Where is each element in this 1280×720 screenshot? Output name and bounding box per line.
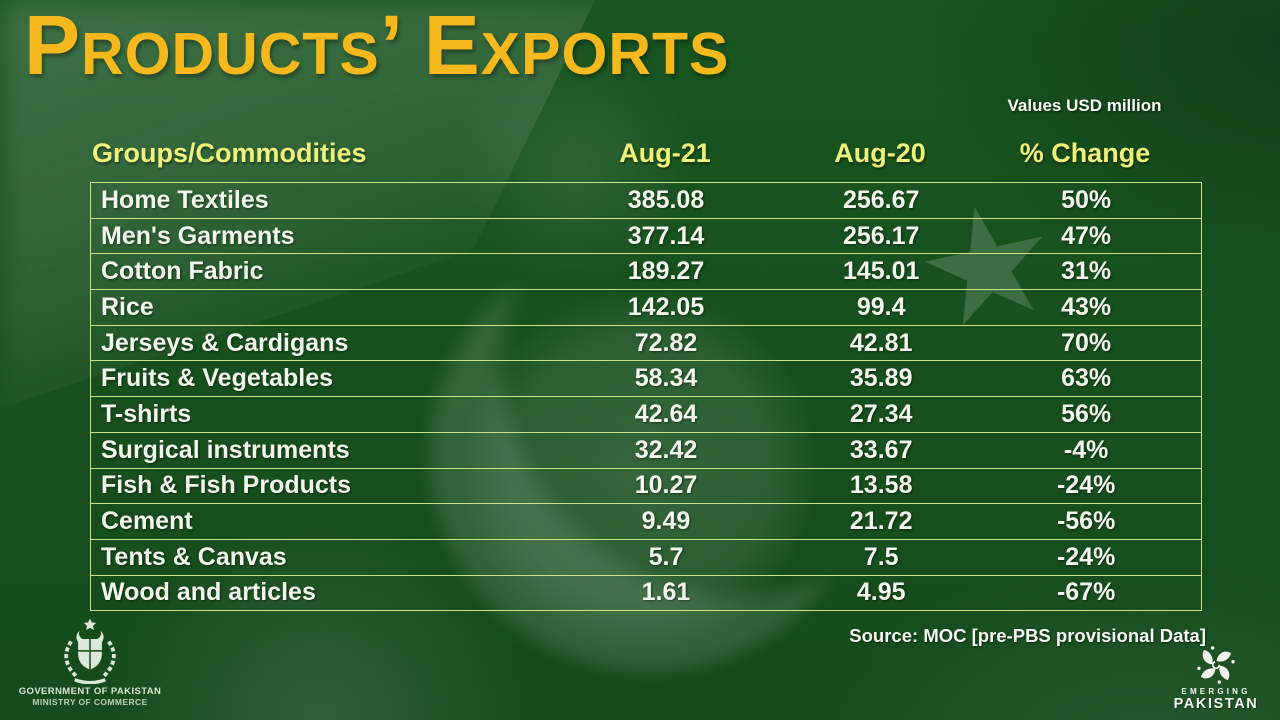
aug20-value-cell: 256.17 — [842, 221, 920, 250]
percent-change-cell: 70% — [1061, 328, 1112, 357]
aug21-value-cell: 377.14 — [627, 221, 705, 250]
aug21-value-cell: 1.61 — [641, 578, 691, 607]
percent-change-cell: 31% — [1061, 257, 1112, 286]
column-header-aug21: Aug-21 — [619, 138, 711, 168]
commodity-cell: Cement — [101, 507, 193, 536]
table-row: Cotton Fabric 189.27 145.01 31% — [90, 253, 1202, 290]
table-row: Surgical instruments 32.42 33.67 -4% — [90, 432, 1202, 468]
percent-change-cell: -56% — [1056, 507, 1116, 536]
aug21-value-cell: 32.42 — [634, 435, 698, 464]
commodity-cell: Surgical instruments — [101, 435, 350, 464]
column-header-percent-change: % Change — [1019, 138, 1151, 168]
emerging-pakistan-logo-icon — [1197, 646, 1235, 684]
commodity-cell: Tents & Canvas — [101, 542, 287, 571]
emerging-label: EMERGING — [1181, 687, 1251, 696]
exports-table: Home Textiles 385.08 256.67 50% Men's Garmen… — [90, 182, 1202, 612]
commodity-cell: Jerseys & Cardigans — [101, 328, 349, 357]
aug20-value-cell: 27.34 — [849, 399, 913, 428]
aug20-value-cell: 4.95 — [856, 578, 906, 607]
aug21-value-cell: 58.34 — [634, 364, 698, 393]
percent-change-cell: 63% — [1061, 364, 1112, 393]
aug21-value-cell: 5.7 — [648, 542, 684, 571]
percent-change-cell: -67% — [1056, 578, 1116, 607]
table-row: Rice 142.05 99.4 43% — [90, 289, 1202, 326]
table-row: T-shirts 42.64 27.34 56% — [90, 396, 1202, 433]
government-of-pakistan-label: GOVERNMENT OF PAKISTAN — [18, 686, 162, 697]
aug20-value-cell: 35.89 — [849, 364, 913, 393]
aug21-value-cell: 72.82 — [634, 328, 698, 357]
pakistan-label: PAKISTAN — [1173, 696, 1259, 712]
commodity-cell: Home Textiles — [101, 185, 269, 214]
exports-table-body: Home Textiles 385.08 256.67 50% Men's Garmen… — [90, 182, 1202, 611]
commodity-cell: Fish & Fish Products — [101, 471, 352, 500]
aug21-value-cell: 142.05 — [627, 292, 705, 321]
emerging-pakistan-footer: EMERGING PAKISTAN — [1166, 644, 1266, 712]
table-row: Tents & Canvas 5.7 7.5 -24% — [90, 539, 1202, 576]
commodity-cell: Wood and articles — [101, 578, 316, 607]
commodity-cell: Cotton Fabric — [101, 257, 264, 286]
commodity-cell: T-shirts — [101, 399, 192, 428]
percent-change-cell: -24% — [1056, 542, 1116, 571]
aug20-value-cell: 256.67 — [842, 185, 920, 214]
government-footer: GOVERNMENT OF PAKISTAN MINISTRY OF COMME… — [10, 616, 170, 707]
aug21-value-cell: 385.08 — [627, 185, 705, 214]
table-header-row: Groups/Commodities Aug-21 Aug-20 % Chang… — [90, 138, 1200, 169]
table-row: Men's Garments 377.14 256.17 47% — [90, 218, 1202, 254]
commodity-cell: Fruits & Vegetables — [101, 364, 334, 393]
aug21-value-cell: 42.64 — [634, 399, 698, 428]
table-row: Home Textiles 385.08 256.67 50% — [90, 182, 1202, 219]
aug21-value-cell: 189.27 — [627, 257, 705, 286]
percent-change-cell: -4% — [1063, 435, 1109, 464]
ministry-of-commerce-label: MINISTRY OF COMMERCE — [32, 697, 148, 707]
table-row: Jerseys & Cardigans 72.82 42.81 70% — [90, 325, 1202, 361]
aug21-value-cell: 10.27 — [634, 471, 698, 500]
percent-change-cell: 56% — [1061, 399, 1112, 428]
values-unit-note: Values USD million — [1007, 96, 1162, 115]
aug20-value-cell: 33.67 — [849, 435, 913, 464]
column-header-commodities: Groups/Commodities — [92, 138, 367, 168]
page-title: Products’ Exports — [24, 0, 730, 92]
aug20-value-cell: 21.72 — [849, 507, 913, 536]
aug20-value-cell: 99.4 — [856, 292, 906, 321]
aug20-value-cell: 145.01 — [842, 257, 920, 286]
aug20-value-cell: 42.81 — [849, 328, 913, 357]
percent-change-cell: 50% — [1061, 185, 1112, 214]
commodity-cell: Men's Garments — [101, 221, 295, 250]
aug20-value-cell: 13.58 — [849, 471, 913, 500]
column-header-aug20: Aug-20 — [834, 138, 926, 168]
percent-change-cell: 47% — [1061, 221, 1112, 250]
table-row: Wood and articles 1.61 4.95 -67% — [90, 575, 1202, 611]
table-row: Cement 9.49 21.72 -56% — [90, 503, 1202, 540]
source-note: Source: MOC [pre-PBS provisional Data] — [849, 625, 1206, 646]
aug20-value-cell: 7.5 — [863, 542, 899, 571]
table-row: Fruits & Vegetables 58.34 35.89 63% — [90, 360, 1202, 397]
commodity-cell: Rice — [101, 292, 154, 321]
percent-change-cell: -24% — [1056, 471, 1116, 500]
flag-crescent-shape — [430, 240, 870, 670]
aug21-value-cell: 9.49 — [641, 507, 691, 536]
percent-change-cell: 43% — [1061, 292, 1112, 321]
pakistan-emblem-icon — [64, 618, 116, 684]
table-row: Fish & Fish Products 10.27 13.58 -24% — [90, 468, 1202, 504]
